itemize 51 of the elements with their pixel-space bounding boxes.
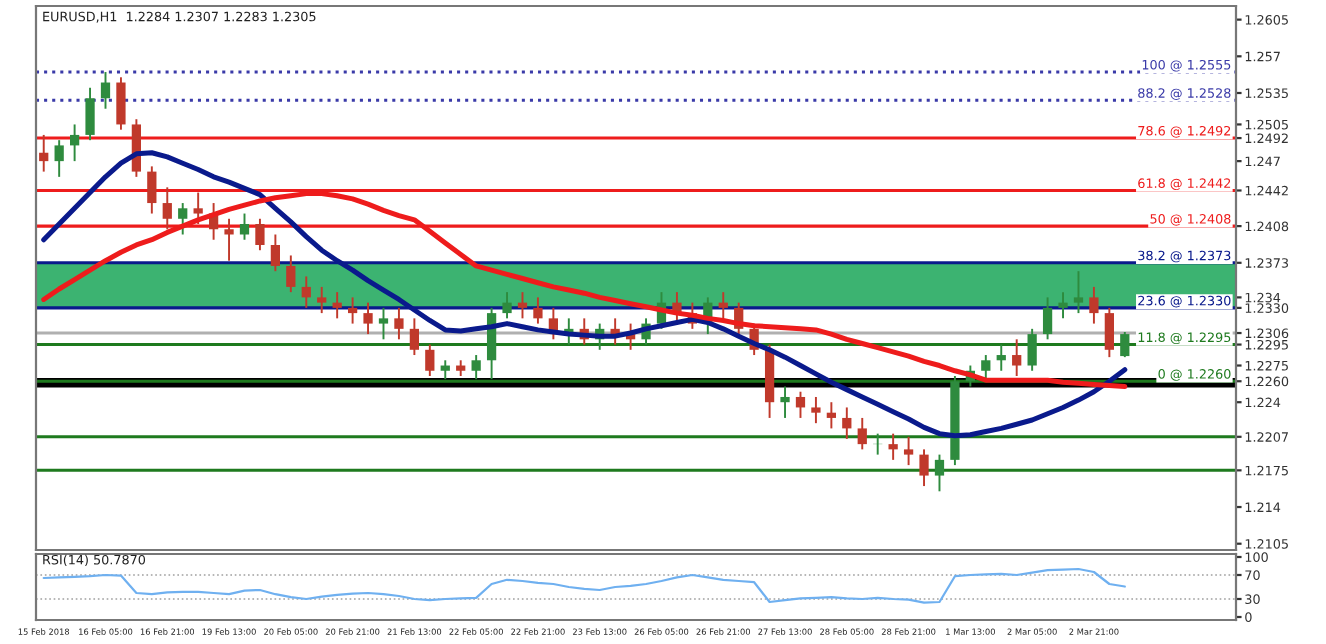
candlestick — [178, 202, 188, 236]
candlestick — [378, 306, 389, 341]
candlestick — [270, 233, 281, 273]
candlestick — [811, 396, 821, 425]
candlestick — [981, 354, 991, 381]
candlestick — [1012, 338, 1022, 377]
candlestick — [54, 139, 64, 178]
candlestick — [286, 254, 296, 294]
candlestick — [795, 390, 806, 419]
candlestick — [718, 291, 728, 320]
candlestick — [471, 354, 481, 381]
candlestick — [147, 165, 157, 215]
line-series — [42, 567, 1126, 604]
candlestick — [116, 76, 126, 131]
candlestick — [826, 401, 836, 430]
candlestick — [1042, 296, 1053, 341]
candlestick — [934, 453, 945, 493]
candlestick — [239, 212, 250, 241]
candlestick — [1089, 285, 1099, 325]
candlestick — [1120, 331, 1130, 359]
candlestick — [193, 191, 203, 225]
candlestick — [919, 448, 929, 488]
candlestick — [857, 416, 867, 451]
candlestick — [394, 306, 404, 341]
candlestick — [1058, 291, 1068, 320]
candlestick — [347, 296, 358, 325]
candlestick — [533, 296, 543, 325]
candlestick — [1073, 270, 1084, 315]
candlestick — [39, 133, 49, 173]
candlestick — [162, 186, 172, 231]
candlestick — [301, 275, 311, 309]
candlestick — [317, 285, 327, 315]
candlestick — [363, 301, 373, 336]
candlestick — [224, 217, 234, 262]
candlestick — [502, 291, 512, 320]
candlestick — [888, 432, 898, 461]
candlestick — [425, 343, 435, 377]
candlestick — [69, 123, 80, 163]
candlestick — [842, 406, 852, 440]
candlestick — [903, 435, 914, 467]
candlestick — [332, 291, 342, 320]
candlestick — [440, 359, 450, 381]
candlestick — [780, 385, 790, 419]
candlestick — [85, 86, 95, 142]
candlestick — [517, 291, 528, 320]
candlestick — [255, 217, 265, 252]
candlestick — [996, 343, 1006, 372]
candlestick — [100, 71, 111, 110]
candlestick — [1104, 306, 1114, 359]
candlestick — [1027, 327, 1037, 372]
candlestick — [409, 317, 420, 357]
